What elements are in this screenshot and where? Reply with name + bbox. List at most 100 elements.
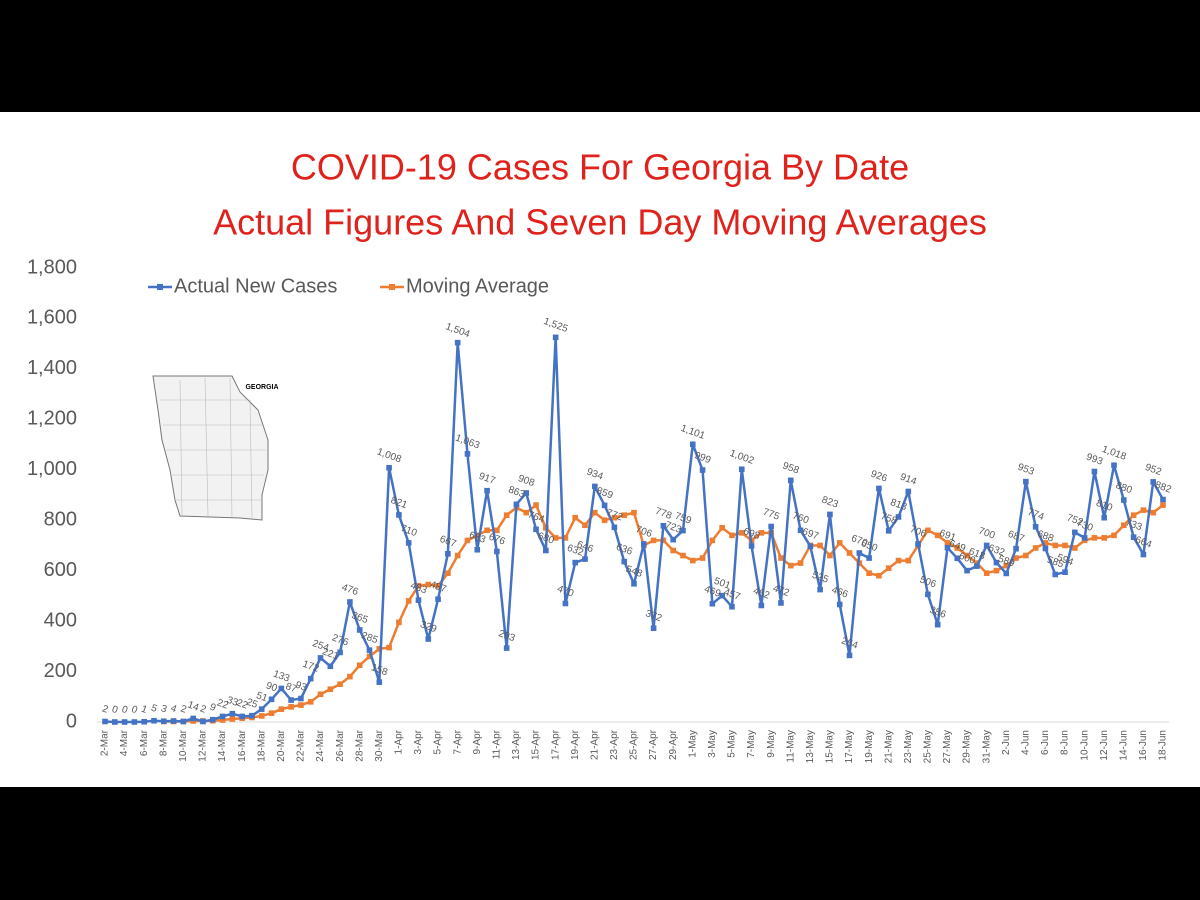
point-marker bbox=[689, 441, 696, 448]
point-marker bbox=[425, 581, 432, 588]
point-marker bbox=[1052, 542, 1059, 549]
point-marker bbox=[699, 467, 706, 473]
point-marker bbox=[1150, 479, 1157, 485]
legend-marker bbox=[389, 284, 395, 290]
y-tick-label: 1,200 bbox=[27, 408, 77, 430]
point-marker bbox=[817, 586, 823, 593]
point-marker bbox=[964, 567, 970, 574]
point-marker bbox=[1081, 535, 1088, 541]
point-marker bbox=[405, 540, 412, 546]
point-marker bbox=[1013, 555, 1019, 561]
point-marker bbox=[1023, 478, 1029, 485]
point-marker bbox=[1140, 507, 1147, 513]
point-marker bbox=[1150, 509, 1157, 516]
point-marker bbox=[1062, 569, 1068, 575]
point-marker bbox=[660, 537, 667, 544]
point-marker bbox=[445, 550, 451, 557]
data-label: 2 bbox=[179, 704, 188, 716]
x-tick-label: 31-May bbox=[981, 730, 992, 763]
x-tick-label: 25-May bbox=[923, 730, 934, 763]
point-marker bbox=[934, 621, 941, 628]
point-marker bbox=[1042, 540, 1049, 546]
point-marker bbox=[670, 536, 676, 543]
data-label: 14 bbox=[186, 700, 201, 714]
point-marker bbox=[758, 602, 765, 609]
point-marker bbox=[915, 541, 921, 547]
point-marker bbox=[905, 557, 912, 564]
point-marker bbox=[200, 718, 206, 725]
x-tick-label: 16-Mar bbox=[237, 729, 248, 761]
x-tick-label: 16-Jun bbox=[1138, 730, 1149, 761]
x-tick-label: 19-May bbox=[864, 730, 875, 763]
data-label: 3 bbox=[159, 703, 168, 715]
point-marker bbox=[582, 556, 588, 562]
point-marker bbox=[1091, 535, 1098, 541]
point-marker bbox=[1003, 570, 1010, 577]
point-marker bbox=[474, 546, 481, 553]
data-label: 90 bbox=[264, 680, 279, 694]
data-label: 9 bbox=[208, 702, 217, 714]
point-marker bbox=[464, 537, 471, 544]
point-marker bbox=[1062, 542, 1068, 549]
point-marker bbox=[1160, 502, 1166, 508]
point-marker bbox=[454, 339, 461, 346]
point-marker bbox=[827, 552, 833, 559]
point-marker bbox=[474, 532, 481, 539]
x-tick-label: 29-Apr bbox=[668, 729, 679, 760]
point-marker bbox=[866, 570, 872, 576]
point-marker bbox=[592, 483, 598, 490]
x-tick-label: 21-May bbox=[883, 730, 894, 763]
point-marker bbox=[885, 528, 892, 534]
point-marker bbox=[680, 552, 686, 559]
x-tick-label: 14-Mar bbox=[217, 729, 228, 761]
x-tick-label: 23-May bbox=[903, 730, 914, 763]
point-marker bbox=[1140, 551, 1147, 558]
point-marker bbox=[523, 509, 530, 516]
point-marker bbox=[689, 557, 696, 564]
point-marker bbox=[229, 716, 236, 722]
x-tick-label: 2-Jun bbox=[1001, 730, 1012, 755]
x-tick-label: 4-Jun bbox=[1020, 730, 1031, 755]
point-marker bbox=[435, 583, 441, 589]
point-marker bbox=[787, 477, 794, 484]
point-marker bbox=[151, 717, 157, 724]
x-tick-label: 5-Apr bbox=[433, 729, 444, 754]
point-marker bbox=[160, 718, 167, 725]
point-marker bbox=[356, 627, 363, 633]
point-marker bbox=[621, 558, 628, 565]
point-marker bbox=[523, 490, 530, 496]
point-marker bbox=[640, 541, 647, 547]
point-marker bbox=[650, 537, 657, 544]
point-marker bbox=[758, 530, 765, 536]
point-marker bbox=[1130, 512, 1137, 518]
point-marker bbox=[533, 526, 539, 533]
point-marker bbox=[141, 718, 147, 725]
point-marker bbox=[787, 562, 794, 569]
point-marker bbox=[836, 540, 843, 546]
x-tick-label: 3-Apr bbox=[413, 729, 424, 754]
point-marker bbox=[876, 572, 882, 579]
point-marker bbox=[464, 451, 471, 457]
point-marker bbox=[327, 686, 334, 693]
point-marker bbox=[170, 718, 177, 724]
point-marker bbox=[572, 514, 579, 521]
point-marker bbox=[121, 719, 128, 725]
x-tick-label: 7-Apr bbox=[452, 729, 463, 754]
y-tick-label: 400 bbox=[44, 609, 77, 631]
point-marker bbox=[552, 334, 559, 341]
point-marker bbox=[494, 548, 500, 555]
point-marker bbox=[258, 713, 265, 719]
point-marker bbox=[709, 600, 716, 607]
point-marker bbox=[1111, 532, 1117, 539]
point-marker bbox=[513, 501, 520, 508]
x-tick-label: 28-Mar bbox=[354, 729, 365, 761]
point-marker bbox=[445, 570, 451, 576]
point-marker bbox=[778, 555, 784, 561]
point-marker bbox=[1130, 534, 1137, 540]
data-label: 51 bbox=[255, 690, 270, 704]
point-marker bbox=[856, 550, 863, 556]
x-tick-label: 8-Mar bbox=[158, 729, 169, 756]
data-label: 22 bbox=[235, 698, 250, 712]
point-marker bbox=[396, 619, 402, 626]
point-marker bbox=[386, 644, 392, 651]
